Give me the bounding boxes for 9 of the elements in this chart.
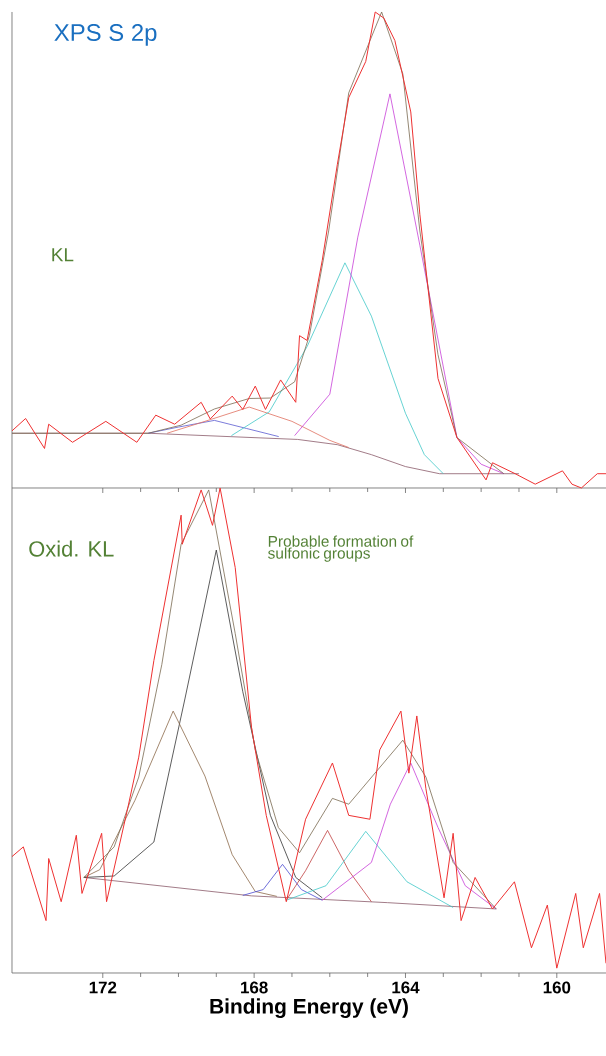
x-tick-label: 164 bbox=[392, 981, 420, 994]
x-axis-title: Binding Energy (eV) bbox=[210, 998, 408, 1018]
annotation: Oxid. KL bbox=[29, 540, 114, 557]
annotation: Probable formation of sulfonic groups bbox=[268, 535, 414, 562]
annotation: KL bbox=[52, 248, 74, 262]
x-tick-label: 172 bbox=[89, 981, 117, 994]
x-tick-label: 168 bbox=[241, 981, 268, 994]
x-tick-label: 160 bbox=[543, 981, 571, 994]
chart-title: XPS S 2p bbox=[54, 24, 157, 46]
